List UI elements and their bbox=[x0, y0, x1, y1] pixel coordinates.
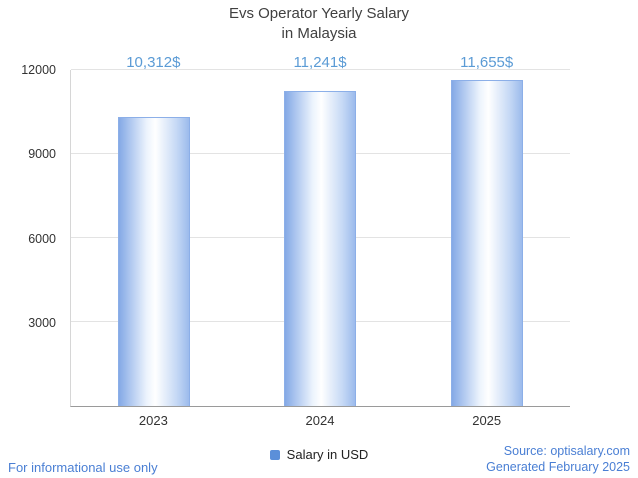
y-tick-label: 12000 bbox=[21, 63, 56, 77]
legend-label: Salary in USD bbox=[286, 447, 369, 462]
chart-title: Evs Operator Yearly Salary in Malaysia bbox=[0, 4, 638, 45]
source-text: Source: optisalary.com bbox=[503, 443, 630, 458]
x-tick-label: 2024 bbox=[305, 413, 335, 428]
informational-note: For informational use only bbox=[8, 460, 158, 475]
y-tick-label: 9000 bbox=[28, 147, 56, 162]
bar-slot bbox=[237, 70, 403, 406]
bars-row bbox=[71, 70, 570, 406]
legend-marker-icon bbox=[269, 449, 280, 460]
y-tick-label: 6000 bbox=[28, 231, 56, 246]
source-block: Source: optisalary.com Generated Februar… bbox=[486, 443, 630, 476]
bar-2023 bbox=[118, 117, 191, 406]
bar-2025 bbox=[450, 79, 523, 406]
x-axis-labels: 2023 2024 2025 bbox=[70, 413, 570, 431]
y-tick-label: 3000 bbox=[28, 315, 56, 330]
bar-2024 bbox=[284, 91, 357, 406]
x-tick-label: 2023 bbox=[138, 413, 168, 428]
value-label: 11,241$ bbox=[293, 54, 347, 71]
chart-title-line2: in Malaysia bbox=[281, 25, 357, 43]
legend: Salary in USD bbox=[0, 447, 638, 462]
value-labels-row: 10,312$ 11,241$ 11,655$ bbox=[70, 54, 570, 72]
plot-area bbox=[70, 69, 570, 407]
bar-slot bbox=[71, 70, 237, 406]
y-axis: 3000 6000 9000 12000 bbox=[0, 63, 62, 407]
generated-text: Generated February 2025 bbox=[486, 459, 630, 474]
x-tick-label: 2025 bbox=[472, 413, 502, 428]
value-label: 10,312$ bbox=[126, 54, 181, 71]
value-label: 11,655$ bbox=[460, 54, 514, 71]
gridline bbox=[71, 69, 570, 70]
chart-title-line1: Evs Operator Yearly Salary bbox=[228, 5, 410, 22]
bar-slot bbox=[404, 70, 570, 406]
